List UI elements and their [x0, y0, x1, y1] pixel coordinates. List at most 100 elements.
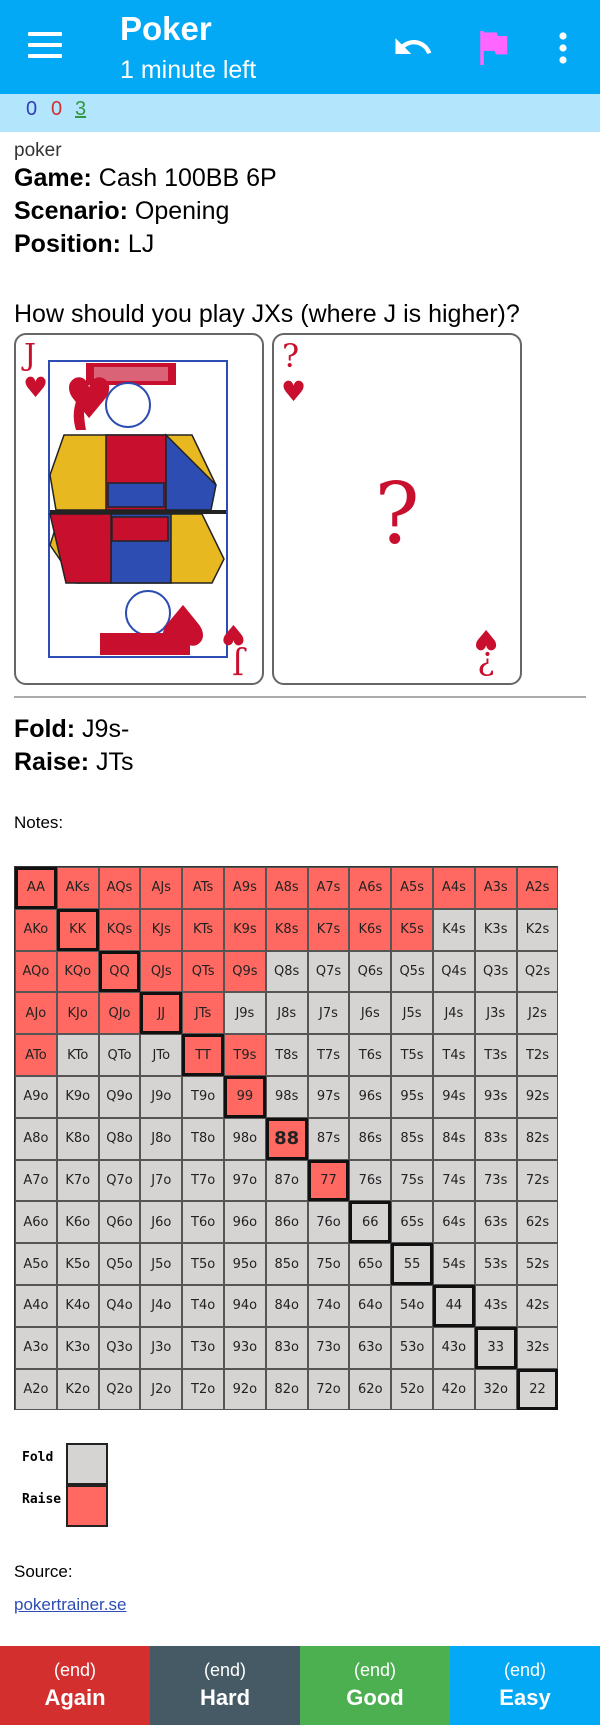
card1-rank-bottom: J — [232, 645, 247, 680]
hand-cell-75o: 75o — [307, 1243, 350, 1285]
learn-count: 0 — [51, 98, 63, 120]
hand-cell-33: 33 — [474, 1326, 517, 1369]
hand-cell-Q6s: Q6s — [349, 950, 392, 993]
new-count: 0 — [26, 98, 38, 120]
hand-cell-A5o: A5o — [15, 1243, 57, 1285]
hand-cell-T4s: T4s — [433, 1034, 475, 1076]
hand-cell-J2o: J2o — [140, 1368, 183, 1411]
svg-text:♥: ♥ — [158, 591, 208, 656]
hard-button[interactable]: (end) Hard — [150, 1646, 300, 1725]
card2-suit-bottom: ♥ — [473, 623, 498, 656]
hand-cell-74o: 74o — [307, 1285, 350, 1327]
review-count: 3 — [75, 98, 87, 120]
question-text: How should you play JXs (where J is high… — [14, 300, 520, 328]
hand-cell-83o: 83o — [265, 1326, 308, 1369]
hand-cell-32s: 32s — [516, 1326, 559, 1369]
notes-label: Notes: — [14, 813, 64, 832]
hand-cell-JJ: JJ — [140, 992, 183, 1035]
hand-cell-J9o: J9o — [140, 1076, 183, 1118]
easy-button[interactable]: (end) Easy — [450, 1646, 600, 1725]
hand-cell-T4o: T4o — [182, 1285, 224, 1327]
count-bar: 0 0 3 — [0, 94, 600, 132]
hand-cell-AJs: AJs — [140, 867, 183, 909]
legend-fold-label: Fold — [22, 1450, 54, 1465]
game-line: Game: Cash 100BB 6P — [14, 162, 594, 195]
hand-cell-KJo: KJo — [56, 992, 99, 1035]
hand-cell-QJo: QJo — [98, 992, 141, 1035]
playing-card-jack-hearts: J ♥ ♥ ♥ ♥ J — [14, 333, 264, 685]
hard-label: Hard — [199, 1685, 251, 1710]
hand-cell-96o: 96o — [224, 1201, 266, 1244]
hand-cell-AKs: AKs — [56, 867, 99, 909]
legend-raise-label: Raise — [22, 1492, 62, 1507]
hand-cell-Q6o: Q6o — [98, 1201, 141, 1244]
hand-cell-Q2o: Q2o — [98, 1368, 141, 1411]
position-value: LJ — [127, 230, 155, 258]
hand-cell-ATo: ATo — [15, 1034, 57, 1076]
hand-cell-KK: KK — [56, 908, 99, 951]
hand-cell-54s: 54s — [433, 1243, 475, 1285]
legend-fold-swatch — [66, 1443, 108, 1485]
hand-cell-93o: 93o — [224, 1326, 266, 1369]
hand-cell-ATs: ATs — [182, 867, 224, 909]
divider — [14, 696, 586, 698]
hand-cell-K6o: K6o — [56, 1201, 99, 1244]
hand-cell-62s: 62s — [516, 1201, 559, 1244]
menu-icon[interactable] — [28, 32, 62, 58]
hand-cell-93s: 93s — [474, 1076, 517, 1118]
flag-icon[interactable] — [476, 28, 510, 68]
hand-cell-T9s: T9s — [224, 1034, 266, 1076]
hand-cell-AJo: AJo — [15, 992, 57, 1035]
hand-cell-87o: 87o — [265, 1159, 308, 1202]
answer-buttons: (end) Again (end) Hard (end) Good (end) … — [0, 1646, 600, 1725]
hand-cell-A2s: A2s — [516, 867, 559, 909]
hand-cell-Q9o: Q9o — [98, 1076, 141, 1118]
scenario-value: Opening — [134, 197, 230, 225]
hand-cell-A3s: A3s — [474, 867, 517, 909]
hand-cell-55: 55 — [391, 1243, 433, 1285]
hand-cell-A7s: A7s — [307, 867, 350, 909]
app-bar: Poker 1 minute left — [0, 0, 600, 94]
hand-cell-Q9s: Q9s — [224, 950, 266, 993]
hand-cell-83s: 83s — [474, 1117, 517, 1160]
hand-cell-86o: 86o — [265, 1201, 308, 1244]
hand-cell-J5o: J5o — [140, 1243, 183, 1285]
hand-cell-J8s: J8s — [265, 992, 308, 1035]
range-matrix: AA AKs AQs AJs ATs A9s A8s A7s A6s A5s A4s A3s A2s AK… — [14, 866, 559, 1411]
card2-rank-bottom: ¿ — [477, 640, 494, 678]
hand-cell-K7s: K7s — [307, 908, 350, 951]
source-label: Source: — [14, 1562, 73, 1581]
hand-cell-75s: 75s — [391, 1159, 433, 1202]
hand-cell-44: 44 — [433, 1285, 475, 1327]
source-link[interactable]: pokertrainer.se — [14, 1595, 127, 1614]
hand-cell-K2o: K2o — [56, 1368, 99, 1411]
position-line: Position: LJ — [14, 228, 594, 261]
raise-answer-label: Raise: — [14, 748, 90, 776]
good-button[interactable]: (end) Good — [300, 1646, 450, 1725]
hand-cell-KTs: KTs — [182, 908, 224, 951]
hand-cell-J4s: J4s — [433, 992, 475, 1035]
svg-text:♥: ♥ — [221, 618, 246, 651]
hand-cell-A4s: A4s — [433, 867, 475, 909]
again-button[interactable]: (end) Again — [0, 1646, 150, 1725]
scenario-label: Scenario: — [14, 197, 128, 225]
hand-cell-JTs: JTs — [182, 992, 224, 1035]
hand-cell-Q2s: Q2s — [516, 950, 559, 993]
hand-cell-A5s: A5s — [391, 867, 433, 909]
hand-cell-74s: 74s — [433, 1159, 475, 1202]
playing-card-hidden: ? ♥ ? ♥ ¿ — [272, 333, 522, 685]
hand-cell-85o: 85o — [265, 1243, 308, 1285]
hand-cell-95o: 95o — [224, 1243, 266, 1285]
hand-cell-Q7o: Q7o — [98, 1159, 141, 1202]
hand-cell-64s: 64s — [433, 1201, 475, 1244]
again-label: Again — [44, 1685, 106, 1710]
hand-cell-JTo: JTo — [140, 1034, 183, 1076]
hand-cell-A8o: A8o — [15, 1117, 57, 1160]
hand-cell-98o: 98o — [224, 1117, 266, 1160]
undo-icon[interactable] — [392, 26, 434, 68]
more-vert-icon[interactable] — [548, 30, 578, 66]
hand-cell-J6s: J6s — [349, 992, 392, 1035]
hand-cell-97o: 97o — [224, 1159, 266, 1202]
hand-cell-K8s: K8s — [265, 908, 308, 951]
hand-cell-A6o: A6o — [15, 1201, 57, 1244]
